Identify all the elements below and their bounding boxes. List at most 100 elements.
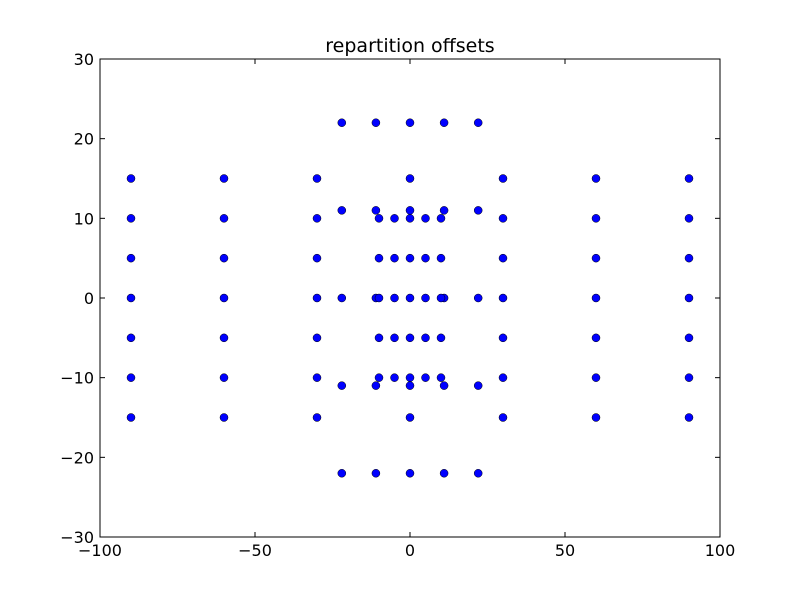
- scatter-point: [219, 174, 229, 183]
- x-tick-label: 50: [555, 541, 575, 560]
- scatter-point: [390, 214, 399, 223]
- scatter-point: [684, 174, 694, 183]
- scatter-point: [436, 214, 446, 223]
- scatter-point: [405, 206, 415, 215]
- scatter-point: [439, 469, 449, 478]
- scatter-point: [436, 253, 446, 263]
- scatter-point: [312, 333, 322, 343]
- scatter-point: [374, 253, 384, 263]
- scatter-point: [337, 469, 347, 478]
- scatter-point: [684, 373, 694, 382]
- scatter-point: [473, 381, 483, 390]
- scatter-point: [421, 293, 430, 303]
- scatter-point: [405, 293, 415, 303]
- scatter-point: [337, 118, 347, 127]
- scatter-point: [374, 373, 384, 382]
- x-tick-label: −50: [238, 541, 272, 560]
- scatter-point: [498, 214, 508, 223]
- scatter-point: [126, 253, 136, 263]
- scatter-point: [498, 253, 508, 263]
- scatter-point: [405, 253, 415, 263]
- scatter-point: [498, 373, 508, 382]
- scatter-point: [312, 293, 322, 303]
- scatter-point: [405, 333, 415, 343]
- scatter-point: [371, 206, 381, 215]
- scatter-point: [405, 174, 415, 183]
- x-tick-label: 0: [405, 541, 415, 560]
- scatter-point: [405, 381, 415, 390]
- y-axis-ticks: −30 −20 −10 0 10 20 30: [60, 50, 720, 547]
- y-tick-label: −10: [60, 369, 94, 388]
- scatter-point: [591, 333, 601, 343]
- chart-title: repartition offsets: [325, 35, 494, 57]
- y-tick-label: 0: [84, 289, 94, 308]
- y-tick-label: −20: [60, 448, 94, 467]
- scatter-point: [473, 206, 483, 215]
- scatter-point: [374, 214, 384, 223]
- scatter-point: [591, 293, 601, 303]
- scatter-point: [219, 413, 229, 422]
- scatter-point: [439, 206, 449, 215]
- scatter-point: [390, 373, 399, 382]
- y-tick-label: 30: [74, 50, 94, 69]
- scatter-point: [126, 333, 136, 343]
- scatter-point: [126, 214, 136, 223]
- scatter-point: [421, 333, 430, 343]
- scatter-point: [390, 333, 399, 343]
- scatter-points: [126, 118, 694, 478]
- scatter-point: [371, 469, 381, 478]
- scatter-point: [498, 174, 508, 183]
- scatter-point: [684, 333, 694, 343]
- scatter-point: [405, 469, 415, 478]
- scatter-point: [591, 214, 601, 223]
- scatter-point: [436, 373, 446, 382]
- scatter-point: [498, 413, 508, 422]
- scatter-point: [219, 373, 229, 382]
- scatter-point: [219, 333, 229, 343]
- scatter-point: [405, 214, 415, 223]
- scatter-point: [436, 293, 446, 303]
- scatter-point: [312, 253, 322, 263]
- scatter-point: [591, 413, 601, 422]
- scatter-point: [473, 118, 483, 127]
- scatter-point: [312, 413, 322, 422]
- scatter-point: [684, 413, 694, 422]
- scatter-point: [498, 293, 508, 303]
- scatter-point: [684, 214, 694, 223]
- scatter-point: [312, 373, 322, 382]
- scatter-point: [337, 293, 347, 303]
- scatter-point: [421, 373, 430, 382]
- scatter-point: [219, 214, 229, 223]
- scatter-point: [390, 253, 399, 263]
- scatter-point: [126, 373, 136, 382]
- scatter-point: [337, 206, 347, 215]
- scatter-point: [684, 253, 694, 263]
- scatter-point: [374, 333, 384, 343]
- scatter-point: [591, 253, 601, 263]
- scatter-point: [126, 413, 136, 422]
- scatter-point: [337, 381, 347, 390]
- scatter-point: [126, 293, 136, 303]
- scatter-point: [390, 293, 399, 303]
- x-axis-ticks: −100 −50 0 50 100: [78, 59, 735, 560]
- scatter-point: [405, 373, 415, 382]
- scatter-point: [439, 118, 449, 127]
- x-tick-label: −100: [78, 541, 122, 560]
- x-tick-label: 100: [705, 541, 736, 560]
- scatter-point: [405, 413, 415, 422]
- scatter-point: [498, 333, 508, 343]
- scatter-point: [371, 381, 381, 390]
- scatter-point: [219, 253, 229, 263]
- scatter-point: [436, 333, 446, 343]
- scatter-point: [405, 118, 415, 127]
- scatter-point: [219, 293, 229, 303]
- y-tick-label: 20: [74, 130, 94, 149]
- scatter-point: [312, 174, 322, 183]
- scatter-point: [421, 253, 430, 263]
- scatter-point: [591, 373, 601, 382]
- y-tick-label: 10: [74, 209, 94, 228]
- scatter-point: [371, 118, 381, 127]
- scatter-point: [473, 469, 483, 478]
- scatter-point: [591, 174, 601, 183]
